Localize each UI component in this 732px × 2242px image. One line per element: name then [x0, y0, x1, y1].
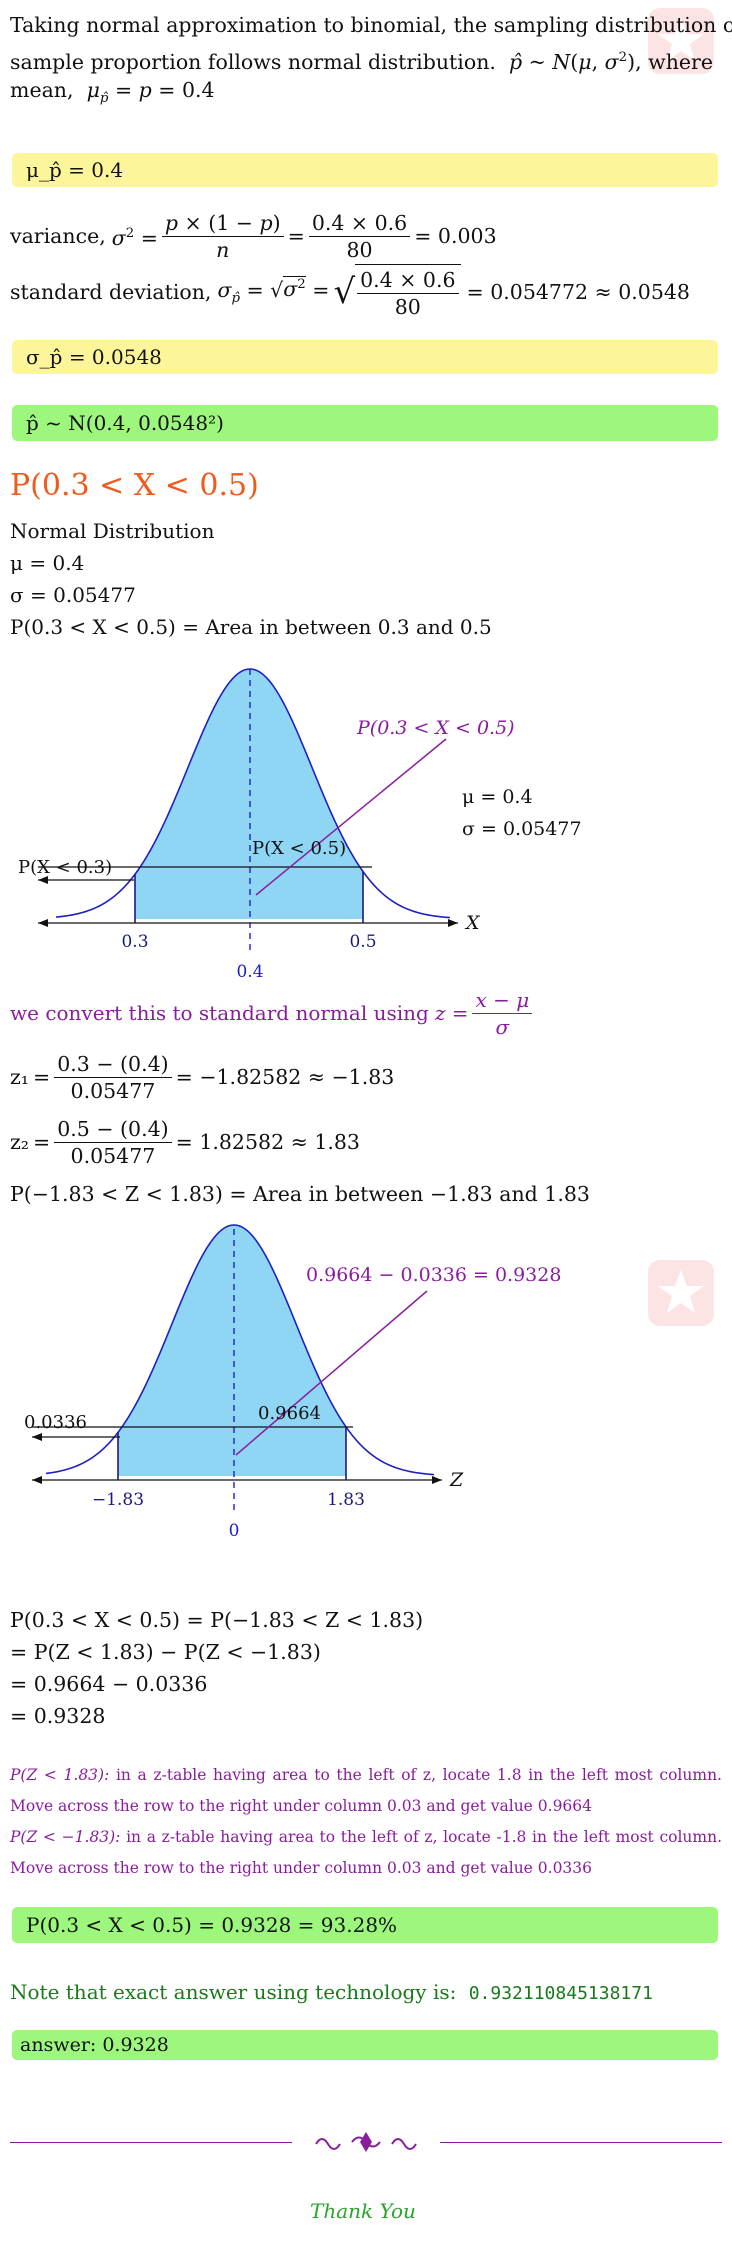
divider-line-right: [440, 2142, 722, 2143]
z2-result: = 1.82582 ≈ 1.83: [175, 1130, 360, 1154]
flourish-icon: [315, 2132, 417, 2152]
calc-line-1: P(0.3 < X < 0.5) = P(−1.83 < Z < 1.83): [10, 1608, 424, 1632]
intro-line-2-where: where: [648, 49, 713, 74]
mid-prob-label: P(X < 0.5): [252, 838, 346, 859]
exact-note-line: Note that exact answer using technology …: [10, 1977, 653, 2009]
mean-result-box: μ_p̂ = 0.4: [12, 153, 718, 187]
note-1-math: P(Z < 1.83):: [10, 1766, 110, 1784]
calc-line-3: = 0.9664 − 0.0336: [10, 1672, 208, 1696]
thank-you: Thank You: [310, 2199, 416, 2223]
convert-text: we convert this to standard normal using: [10, 1001, 429, 1025]
divider-line-left: [10, 2142, 292, 2143]
watermark-logo-icon: [646, 1258, 716, 1328]
answer-box: answer: 0.9328: [12, 2030, 718, 2060]
tick-label-left: 0.3: [121, 932, 148, 952]
tick-label-center: 0: [229, 1521, 240, 1541]
variance-result: = 0.003: [414, 224, 497, 248]
calc-line-2: = P(Z < 1.83) − P(Z < −1.83): [10, 1640, 321, 1664]
normal-curve: [45, 1224, 435, 1476]
variance-fraction-numeric: 0.4 × 0.6 80: [308, 210, 411, 263]
annotation-label: P(0.3 < X < 0.5): [356, 717, 515, 739]
shaded-area: [135, 669, 363, 919]
tick-label-center: 0.4: [236, 962, 263, 982]
variance-label: variance,: [10, 224, 106, 248]
normal-curve-chart-z: 0.9664 − 0.0336 = 0.9328 0.0336 0.9664 −…: [24, 1224, 561, 1541]
normal-title: Normal Distribution: [10, 519, 215, 543]
left-prob-label: 0.0336: [24, 1412, 87, 1433]
z1-fraction: 0.3 − (0.4) 0.05477: [54, 1051, 172, 1104]
mid-prob-label: 0.9664: [258, 1403, 321, 1424]
intro-mean-formula: μp̂ = p = 0.4: [86, 78, 215, 107]
final-result-box: P(0.3 < X < 0.5) = 0.9328 = 93.28%: [12, 1907, 718, 1943]
z2-den: 0.05477: [70, 1143, 156, 1168]
z-area-line: P(−1.83 < Z < 1.83) = Area in between −1…: [10, 1182, 590, 1206]
distribution-box: p̂ ~ N(0.4, 0.0548²): [12, 405, 718, 441]
z1-num: 0.3 − (0.4): [54, 1051, 172, 1078]
stddev-line: standard deviation, σp̂ = √σ2 = √ 0.4 × …: [10, 264, 690, 320]
chart-sigma-label: σ = 0.05477: [462, 818, 582, 840]
z2-fraction: 0.5 − (0.4) 0.05477: [54, 1116, 172, 1169]
final-result: P(0.3 < X < 0.5) = 0.9328 = 93.28%: [26, 1913, 398, 1937]
left-prob-label: P(X < 0.3): [18, 857, 112, 878]
z1-den: 0.05477: [70, 1078, 156, 1103]
x-axis-left-arrow: [38, 919, 48, 927]
z-axis-right-arrow: [432, 1476, 442, 1484]
intro-dist-formula: p̂ ~ N(μ, σ2),: [508, 49, 642, 74]
note-1-text: in a z-table having area to the left of …: [10, 1766, 722, 1815]
variance-line: variance, σ2 = p × (1 − p) n = 0.4 × 0.6 8…: [10, 210, 497, 262]
normal-area: P(0.3 < X < 0.5) = Area in between 0.3 a…: [10, 615, 492, 639]
chart-mu-label: μ = 0.4: [462, 786, 533, 808]
z1-name: z₁: [10, 1065, 30, 1089]
x-axis-label: X: [464, 912, 481, 934]
note-1: P(Z < 1.83): in a z-table having area to…: [10, 1760, 722, 1822]
tick-label-left: −1.83: [92, 1490, 144, 1510]
tick-label-right: 0.5: [349, 932, 376, 952]
distribution-result: p̂ ~ N(0.4, 0.0548²): [26, 411, 224, 435]
z2-line: z₂ = 0.5 − (0.4) 0.05477 = 1.82582 ≈ 1.83: [10, 1116, 360, 1169]
normal-mu: μ = 0.4: [10, 551, 85, 575]
probability-heading: P(0.3 < X < 0.5): [10, 468, 259, 503]
note-2-math: P(Z < −1.83):: [10, 1828, 121, 1846]
variance-fraction-symbolic: p × (1 − p) n: [161, 210, 284, 263]
annotation-label: 0.9664 − 0.0336 = 0.9328: [306, 1264, 561, 1286]
sigma-result: σ_p̂ = 0.0548: [26, 345, 162, 369]
intro-mean-label: mean,: [10, 78, 74, 102]
z2-name: z₂: [10, 1130, 30, 1154]
annotation-pointer: [235, 1290, 428, 1456]
calc-line-4: = 0.9328: [10, 1704, 106, 1728]
shaded-area: [118, 1225, 346, 1476]
z2-num: 0.5 − (0.4): [54, 1116, 172, 1143]
intro-line-2: sample proportion follows normal distrib…: [10, 43, 713, 77]
annotation-pointer: [255, 738, 447, 896]
normal-curve: [55, 668, 451, 919]
intro-line-3: mean, μp̂ = p = 0.4: [10, 75, 215, 114]
normal-sigma: σ = 0.05477: [10, 583, 136, 607]
sigma-result-box: σ_p̂ = 0.0548: [12, 340, 718, 374]
convert-line: we convert this to standard normal using…: [10, 988, 536, 1039]
intro-line-1: Taking normal approximation to binomial,…: [10, 13, 732, 37]
z1-result: = −1.82582 ≈ −1.83: [175, 1065, 395, 1089]
exact-note-text: Note that exact answer using technology …: [10, 1980, 457, 2004]
note-2-text: in a z-table having area to the left of …: [10, 1828, 723, 1877]
stddev-result: = 0.054772 ≈ 0.0548: [466, 280, 690, 304]
stddev-label: standard deviation,: [10, 280, 212, 304]
x-axis-right-arrow: [448, 919, 458, 927]
intro-line-2-text: sample proportion follows normal distrib…: [10, 49, 496, 74]
mean-result: μ_p̂ = 0.4: [26, 158, 124, 182]
z1-line: z₁ = 0.3 − (0.4) 0.05477 = −1.82582 ≈ −1.…: [10, 1051, 395, 1104]
normal-curve-chart-x: P(0.3 < X < 0.5) μ = 0.4 σ = 0.05477 P(X…: [18, 668, 582, 982]
answer-text: answer: 0.9328: [20, 2034, 169, 2056]
tick-label-right: 1.83: [327, 1490, 365, 1510]
note-2: P(Z < −1.83): in a z-table having area t…: [10, 1822, 722, 1884]
stddev-sqrt: √ 0.4 × 0.6 80: [333, 264, 461, 320]
watermark-logo-icon: [646, 6, 716, 76]
z-axis-left-arrow: [32, 1476, 42, 1484]
exact-value: 0.932110845138171: [468, 1983, 653, 2004]
ornament-divider: [10, 2130, 722, 2154]
z-axis-label: Z: [449, 1469, 464, 1491]
